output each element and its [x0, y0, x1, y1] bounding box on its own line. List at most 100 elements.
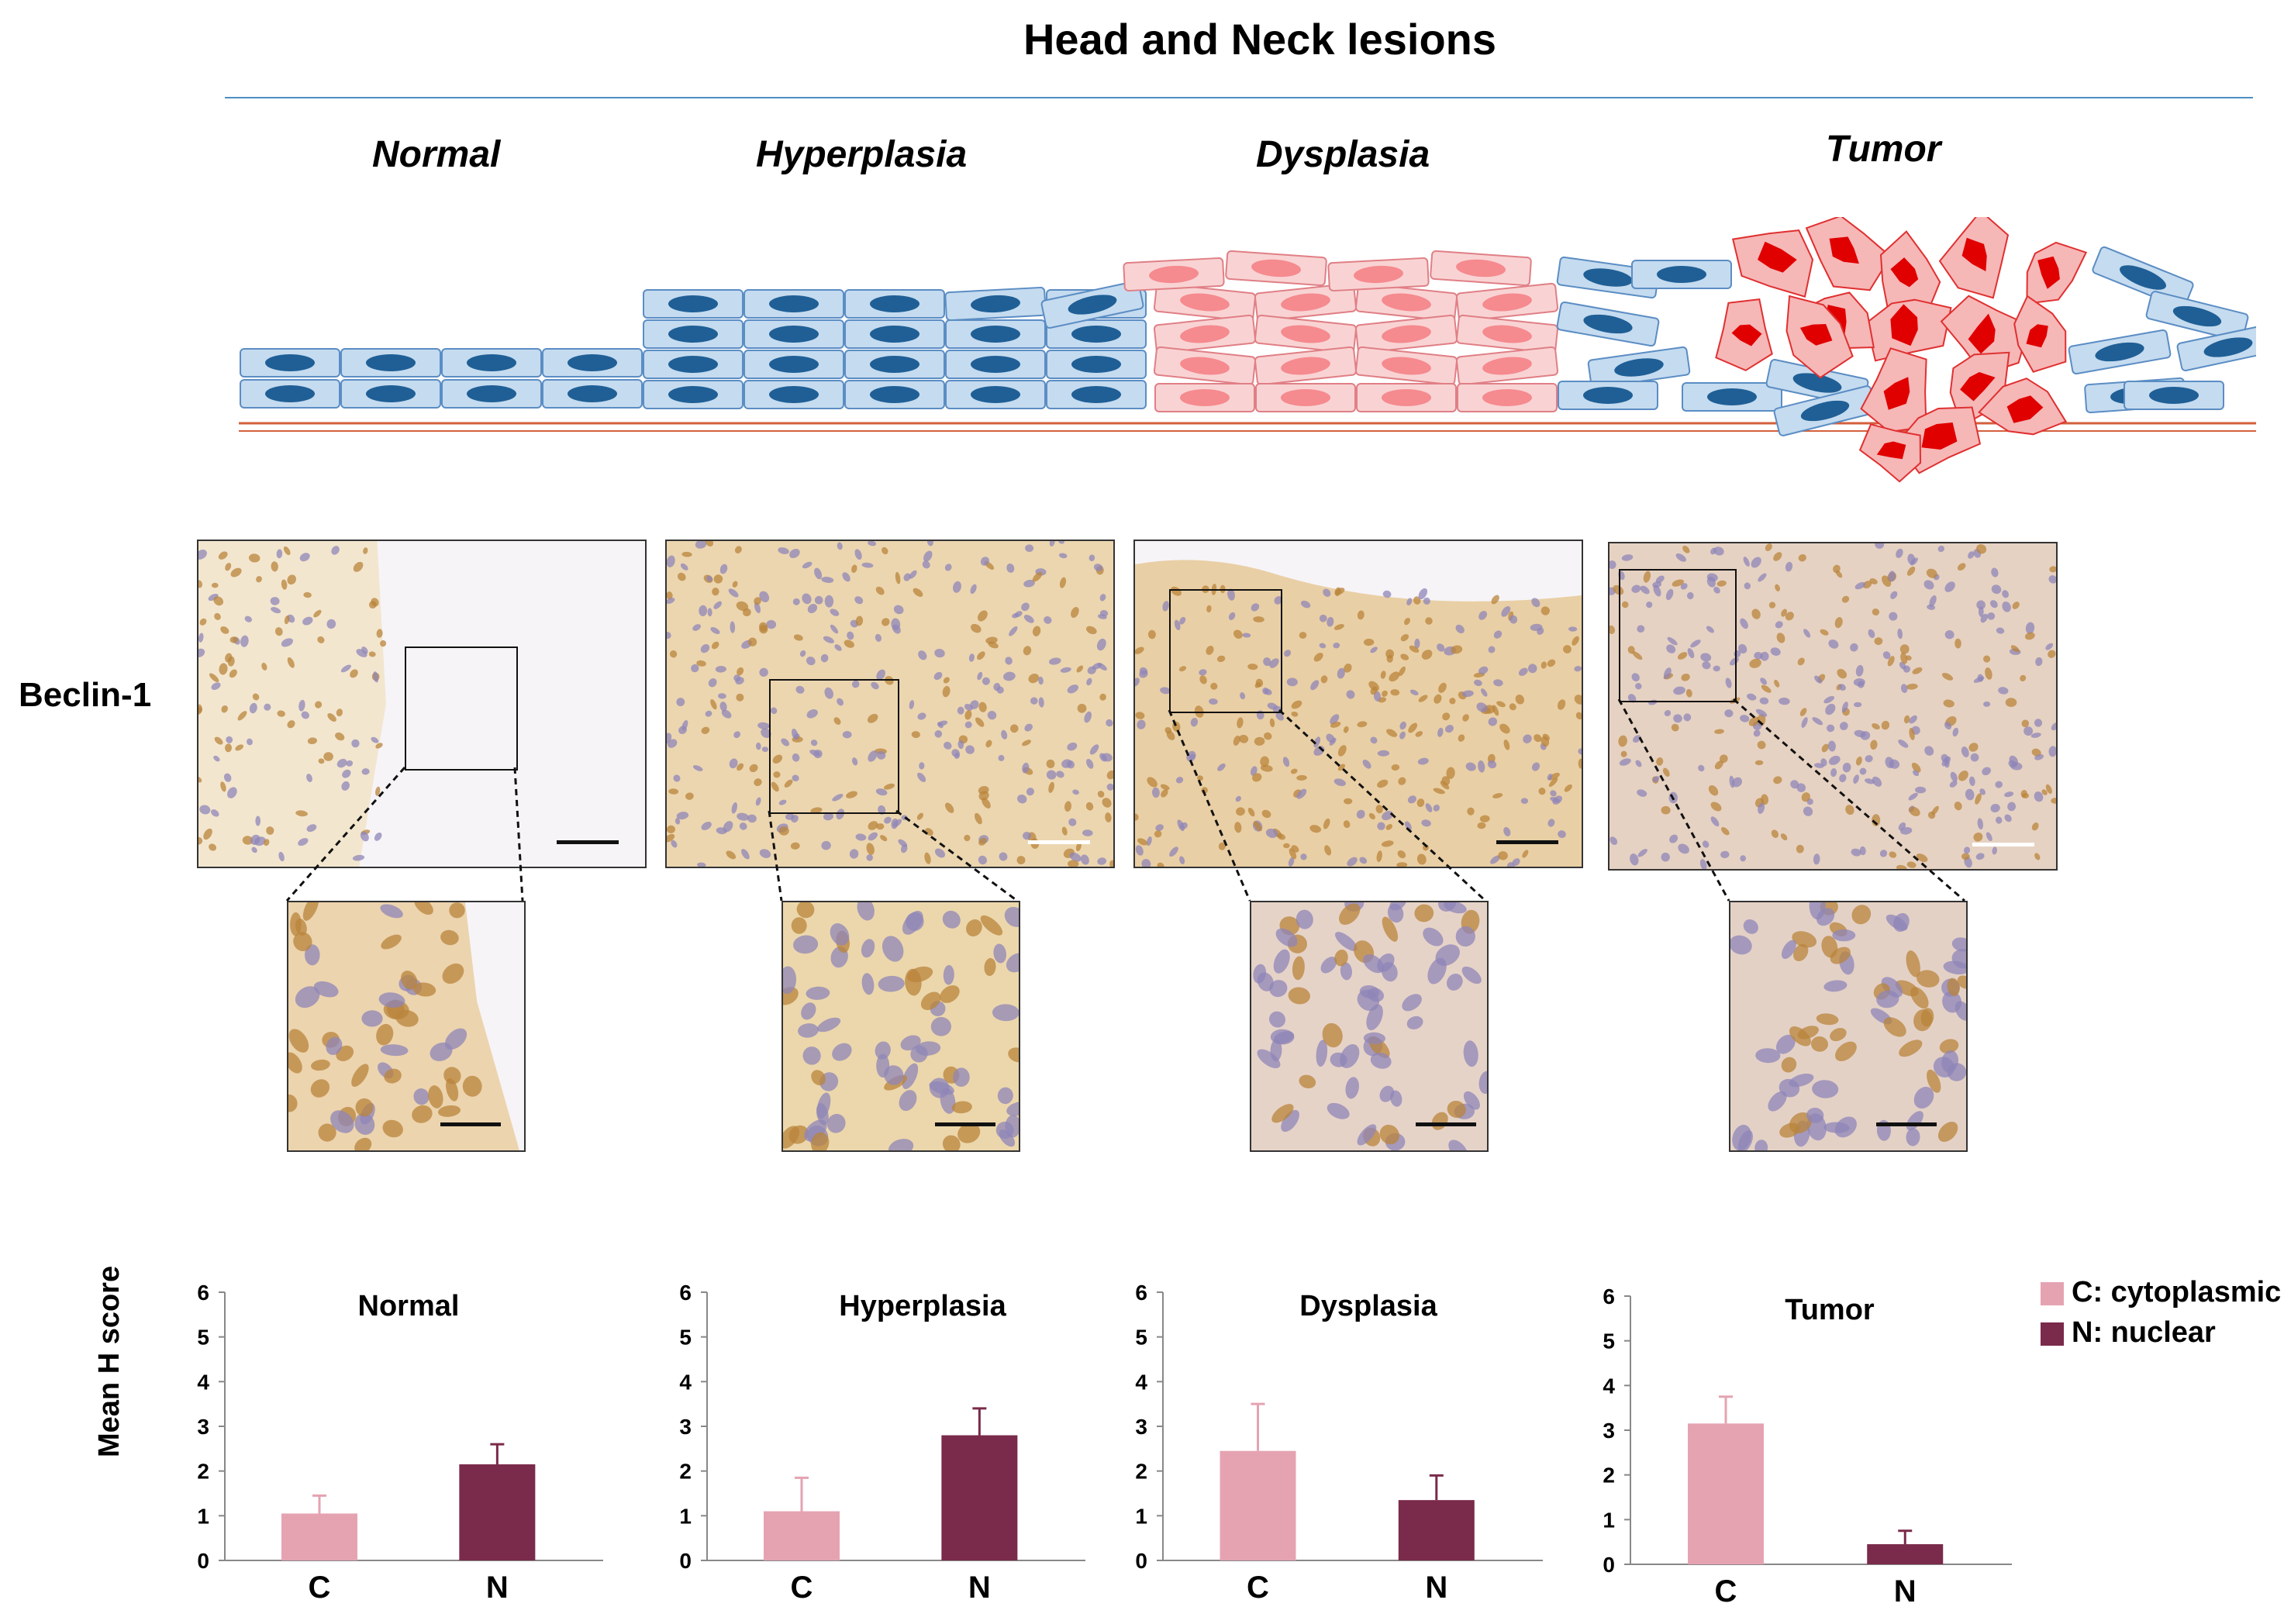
stained-nucleus: [1920, 1008, 1934, 1027]
stained-nucleus: [276, 549, 283, 559]
stained-nucleus: [730, 621, 736, 633]
y-tick-label: 3: [1603, 1419, 1615, 1443]
y-tick-label: 5: [1603, 1329, 1615, 1353]
stained-nucleus: [1154, 830, 1162, 838]
stained-nucleus: [980, 557, 989, 566]
stained-nucleus: [766, 619, 777, 629]
stained-nucleus: [1955, 638, 1961, 649]
stained-nucleus: [802, 593, 812, 605]
stained-nucleus: [903, 573, 911, 581]
hyperplastic-cell: [744, 380, 844, 409]
stained-nucleus: [242, 836, 254, 845]
stained-nucleus: [1816, 1013, 1839, 1026]
normal-cell: [441, 348, 542, 378]
stained-nucleus: [977, 651, 985, 660]
stained-nucleus: [1339, 903, 1361, 926]
stained-nucleus: [1086, 678, 1092, 686]
stained-nucleus: [707, 608, 712, 617]
stained-nucleus: [229, 669, 237, 678]
stained-nucleus: [713, 601, 723, 609]
stained-nucleus: [792, 598, 800, 605]
stained-nucleus: [354, 1137, 372, 1150]
stained-nucleus: [375, 743, 383, 749]
dysplastic-cell: [1455, 282, 1559, 322]
normal-cell: [340, 379, 441, 409]
stained-nucleus: [1448, 1140, 1468, 1150]
stained-nucleus: [1106, 783, 1113, 791]
stained-nucleus: [943, 964, 954, 985]
stained-nucleus: [395, 1009, 419, 1027]
y-tick-label: 5: [679, 1326, 692, 1350]
stained-nucleus: [2021, 719, 2030, 728]
stained-nucleus: [221, 705, 228, 713]
x-tick-label: C: [309, 1571, 331, 1605]
stained-nucleus: [313, 609, 322, 618]
stained-nucleus: [1941, 673, 1954, 681]
y-tick-label: 6: [197, 1281, 209, 1305]
stained-nucleus: [731, 802, 738, 814]
stained-nucleus: [806, 986, 830, 1000]
stained-nucleus: [1261, 809, 1271, 819]
y-tick-label: 0: [1603, 1553, 1615, 1577]
scale-bar: [1496, 840, 1558, 844]
stained-nucleus: [229, 636, 239, 643]
hyperplastic-cell: [844, 289, 945, 319]
stained-nucleus: [2048, 575, 2056, 584]
stained-nucleus: [247, 738, 253, 746]
bar-n: [1867, 1544, 1944, 1564]
stained-nucleus: [2049, 566, 2056, 573]
stained-nucleus: [313, 981, 339, 998]
stained-nucleus: [1811, 1036, 1828, 1052]
stained-nucleus: [1976, 600, 1986, 610]
stained-nucleus: [1451, 645, 1463, 654]
stained-nucleus: [821, 840, 831, 850]
stained-nucleus: [1157, 862, 1164, 867]
stained-nucleus: [1216, 655, 1226, 663]
stained-nucleus: [2012, 602, 2020, 609]
stained-nucleus: [1710, 547, 1716, 555]
stained-nucleus: [1540, 606, 1550, 615]
stained-nucleus: [1022, 740, 1031, 746]
stained-nucleus: [310, 1059, 330, 1071]
stained-nucleus: [351, 1064, 369, 1087]
stained-nucleus: [1032, 571, 1043, 582]
stained-nucleus: [820, 653, 829, 663]
stained-nucleus: [754, 597, 761, 605]
stained-nucleus: [244, 615, 253, 622]
stained-nucleus: [368, 651, 376, 657]
stained-nucleus: [1064, 801, 1072, 812]
stained-nucleus: [1310, 680, 1320, 691]
stained-nucleus: [802, 1046, 821, 1065]
hyperplastic-cell: [1046, 350, 1147, 379]
normal-cell: [1773, 385, 1877, 436]
stained-nucleus: [1685, 688, 1692, 698]
stained-nucleus: [336, 709, 343, 717]
stained-nucleus: [1716, 580, 1727, 587]
stained-nucleus: [1012, 612, 1020, 619]
stained-nucleus: [1320, 957, 1337, 974]
stained-nucleus: [971, 623, 982, 633]
stained-nucleus: [287, 657, 295, 668]
figure-title: Head and Neck lesions: [1023, 15, 1496, 64]
stained-nucleus: [781, 738, 790, 746]
stained-nucleus: [1968, 743, 1979, 752]
stained-nucleus: [2048, 746, 2056, 757]
stained-nucleus: [1085, 802, 1094, 811]
stained-nucleus: [806, 657, 816, 666]
scale-bar: [1972, 843, 2034, 846]
stained-nucleus: [1983, 655, 1991, 663]
stained-nucleus: [1255, 678, 1264, 688]
stained-nucleus: [1061, 826, 1068, 836]
stained-nucleus: [1789, 1026, 1811, 1046]
stained-nucleus: [837, 542, 843, 550]
normal-cell: [2145, 291, 2249, 342]
stained-nucleus: [717, 693, 726, 699]
dysplastic-cell: [1254, 282, 1358, 322]
stained-nucleus: [2051, 722, 2056, 731]
stained-nucleus: [940, 1088, 956, 1114]
stained-nucleus: [1334, 588, 1345, 595]
stained-nucleus: [442, 963, 464, 984]
stained-nucleus: [944, 741, 952, 750]
stained-nucleus: [1080, 854, 1089, 865]
stained-nucleus: [1975, 793, 1982, 805]
